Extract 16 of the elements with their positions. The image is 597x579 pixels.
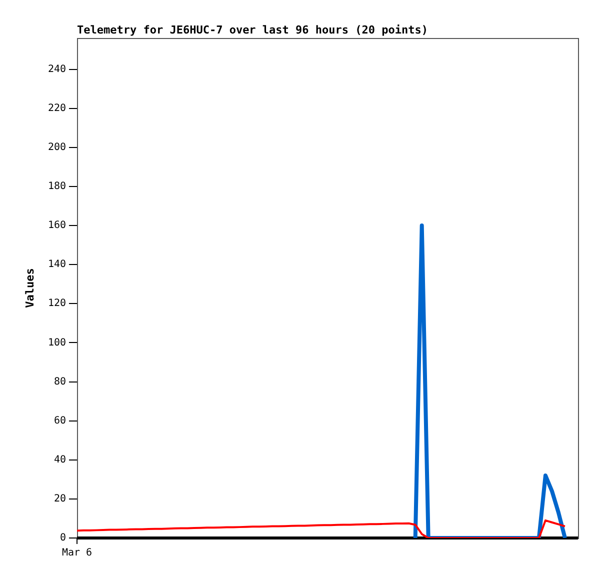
y-tick-label: 240 xyxy=(48,64,66,75)
y-axis-title: Values xyxy=(23,268,36,308)
y-tick-label: 20 xyxy=(54,494,66,505)
chart-title: Telemetry for JE6HUC-7 over last 96 hours (20 points) xyxy=(77,23,428,36)
y-tick-label: 0 xyxy=(60,532,66,544)
x-tick-label: Mar 6 xyxy=(62,548,92,559)
y-tick-label: 40 xyxy=(54,454,66,466)
y-tick-label: 200 xyxy=(48,142,66,153)
y-tick-label: 60 xyxy=(54,415,66,426)
y-tick-label: 160 xyxy=(48,220,66,232)
y-tick-label: 100 xyxy=(48,337,66,348)
y-tick-label: 80 xyxy=(54,376,66,388)
y-tick-label: 220 xyxy=(48,102,66,114)
y-tick-label: 120 xyxy=(48,298,66,310)
y-tick-label: 180 xyxy=(48,181,66,192)
y-tick-label: 140 xyxy=(48,259,66,270)
